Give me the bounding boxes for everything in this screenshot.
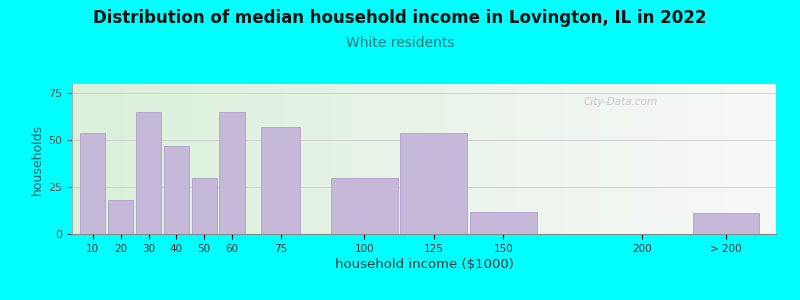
- Bar: [400, 133, 467, 234]
- Bar: [108, 200, 134, 234]
- X-axis label: household income ($1000): household income ($1000): [334, 258, 514, 271]
- Text: White residents: White residents: [346, 36, 454, 50]
- Bar: [693, 213, 759, 234]
- Text: Distribution of median household income in Lovington, IL in 2022: Distribution of median household income …: [94, 9, 706, 27]
- Bar: [164, 146, 189, 234]
- Bar: [192, 178, 217, 234]
- Bar: [80, 133, 106, 234]
- Bar: [219, 112, 245, 234]
- Bar: [470, 212, 537, 234]
- Bar: [262, 127, 300, 234]
- Bar: [330, 178, 398, 234]
- Bar: [136, 112, 161, 234]
- Y-axis label: households: households: [31, 123, 44, 195]
- Text: City-Data.com: City-Data.com: [584, 97, 658, 107]
